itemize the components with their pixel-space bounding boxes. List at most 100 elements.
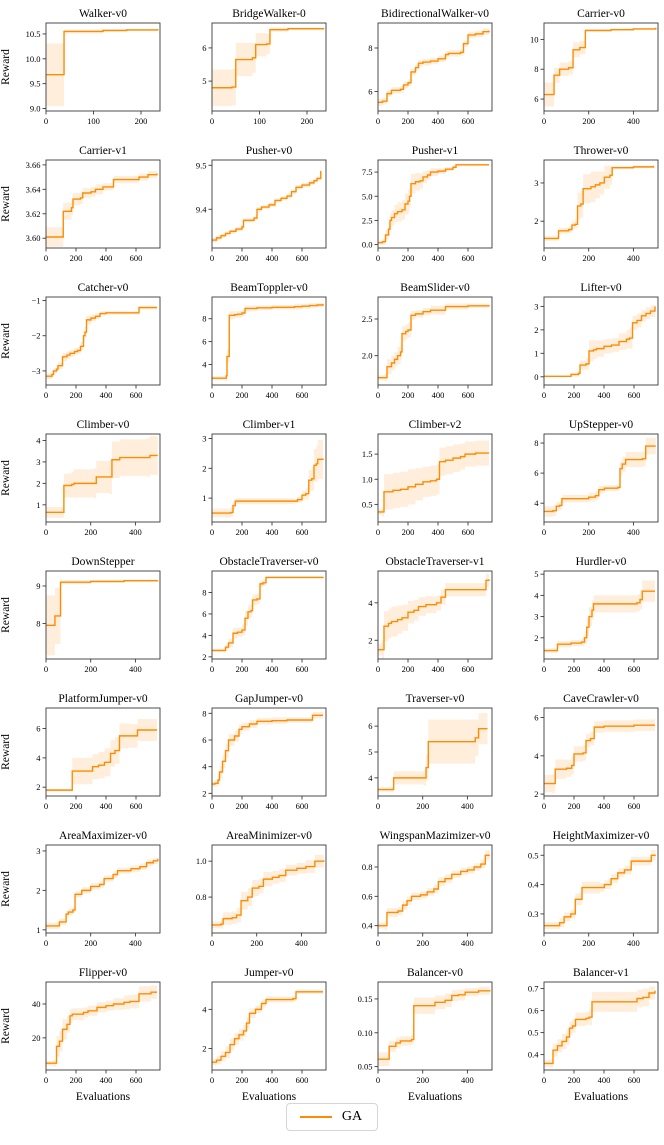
confidence-band [46,27,158,107]
reward-line [544,990,656,1065]
subplot-title: BeamSlider-v0 [400,282,470,294]
x-tick-label: 0 [44,938,48,948]
x-tick-label: 0 [542,253,546,263]
y-tick-label: 3.60 [26,233,41,243]
subplot-bidirectionalwalker-v0: BidirectionalWalker-v0 6 8 0 200 400 600 [332,6,498,143]
x-tick-label: 0 [210,116,214,126]
y-tick-label: 1.0 [362,474,373,484]
y-tick-label: 4 [36,753,41,763]
x-tick-label: 400 [129,527,142,537]
x-tick-label: 400 [598,664,611,674]
subplot-title: Traverser-v0 [406,693,465,705]
y-tick-label: 6 [202,337,206,347]
y-tick-label: 2 [534,325,538,335]
x-tick-label: 200 [582,253,595,263]
y-tick-label: 4 [202,359,207,369]
y-tick-label: 2.5 [362,215,373,225]
plot-box [377,981,493,1071]
y-tick-label: 2 [202,463,206,473]
x-tick-label: 0 [44,527,48,537]
subplot-beamtoppler-v0: BeamToppler-v0 4 6 8 0 200 400 600 [166,280,332,417]
y-tick-label: 3 [36,457,40,467]
x-tick-label: 200 [301,116,314,126]
x-tick-label: 400 [598,801,611,811]
subplot-title: Lifter-v0 [580,282,622,294]
y-tick-label: 2.5 [362,314,373,324]
subplot-title: ObstacleTraverser-v0 [220,556,319,568]
plot-box [211,159,327,249]
y-tick-label: 4 [202,762,207,772]
subplot-title: Walker-v0 [79,8,127,20]
y-tick-label: 0.8 [362,862,373,872]
y-axis-label: Reward [0,460,12,496]
x-tick-label: 0 [210,253,214,263]
subplot-carrier-v0: Carrier-v0 6 8 10 0 200 400 [498,6,664,143]
y-axis-label: Reward [0,597,12,633]
x-tick-label: 200 [582,116,595,126]
subplot-hurdler-v0: Hurdler-v0 2 3 4 5 0 200 400 600 [498,554,664,691]
reward-line [378,30,490,104]
x-tick-label: 600 [296,801,309,811]
y-tick-label: 5 [202,76,206,86]
y-tick-label: 0.15 [358,994,373,1004]
y-tick-label: 0.5 [362,499,373,509]
subplot-title: ObstacleTraverser-v1 [386,556,485,568]
confidence-band [212,26,324,107]
y-tick-label: 4 [534,590,539,600]
plot-box [377,159,493,249]
x-tick-label: 400 [100,390,113,400]
plot-box [45,296,161,386]
subplot-carrier-v1: Carrier-v1 3.60 3.62 3.64 3.66 0 200 400 600 Rewa… [0,143,166,280]
x-tick-label: 200 [582,938,595,948]
x-tick-label: 0 [542,116,546,126]
reward-line [46,729,157,791]
x-tick-label: 200 [402,527,415,537]
reward-line [544,854,656,927]
y-tick-label: 5.0 [362,191,373,201]
subplot-gapjumper-v0: GapJumper-v0 2 4 6 8 0 200 400 600 [166,691,332,828]
y-tick-label: 1.0 [196,856,207,866]
plot-box [543,433,659,523]
plot-box [377,296,493,386]
subplot-title: Flipper-v0 [79,967,128,979]
x-tick-label: 0 [542,527,546,537]
x-tick-label: 200 [84,938,97,948]
y-tick-label: 1 [36,500,40,510]
confidence-band [544,299,655,378]
x-tick-label: 400 [461,801,474,811]
confidence-band [46,579,158,656]
reward-line [378,728,488,791]
confidence-band [46,985,157,1067]
plot-box [211,433,327,523]
subplot-upstepper-v0: UpStepper-v0 4 6 8 0 200 400 [498,417,664,554]
plot-box [543,844,659,934]
x-axis-label: Evaluations [76,1091,131,1103]
reward-line [212,27,325,89]
y-tick-label: 6 [202,43,206,53]
x-tick-label: 400 [627,938,640,948]
subplot-title: BidirectionalWalker-v0 [381,8,489,20]
y-axis-label: Reward [0,1008,12,1044]
subplot-pusher-v0: Pusher-v0 9.4 9.5 0 200 400 600 [166,143,332,280]
confidence-band [378,713,488,793]
subplot-title: DownStepper [71,556,134,568]
subplot-title: Climber-v2 [409,419,462,431]
x-tick-label: 200 [70,390,83,400]
x-tick-label: 400 [129,938,142,948]
x-tick-label: 400 [432,527,445,537]
x-tick-label: 0 [210,801,214,811]
x-tick-label: 0 [44,1075,48,1085]
plot-box [45,570,161,660]
x-tick-label: 600 [296,253,309,263]
plot-box [211,844,327,934]
subplot-bridgewalker-0: BridgeWalker-0 5 6 0 100 200 [166,6,332,143]
x-tick-label: 0 [376,116,380,126]
reward-line [378,990,491,1060]
reward-line [212,991,323,1063]
subplot-title: AreaMinimizer-v0 [226,830,312,842]
y-tick-label: 3 [202,433,206,443]
y-tick-label: 8 [534,64,538,74]
y-tick-label: 5 [368,747,372,757]
x-tick-label: 200 [402,664,415,674]
